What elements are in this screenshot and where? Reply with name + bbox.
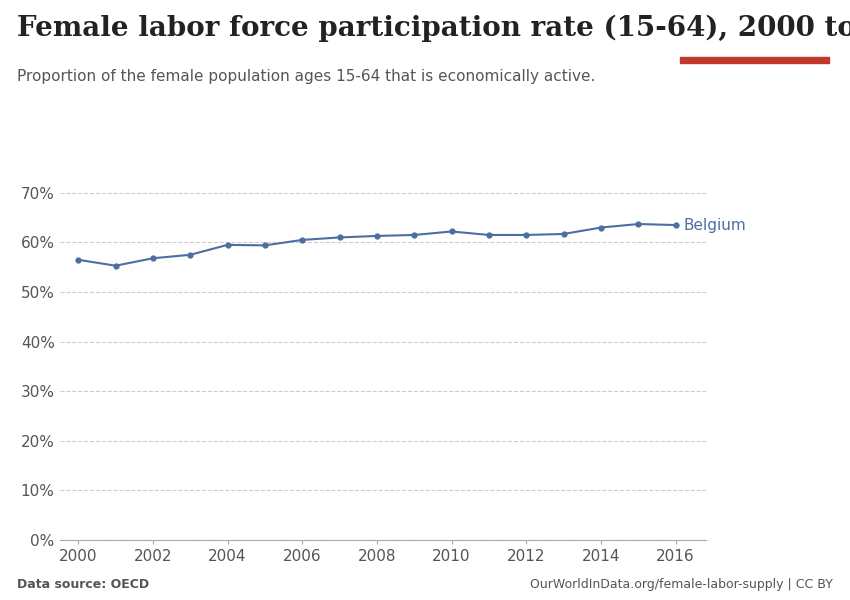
Text: in Data: in Data xyxy=(730,34,779,47)
Text: OurWorldInData.org/female-labor-supply | CC BY: OurWorldInData.org/female-labor-supply |… xyxy=(530,578,833,591)
Text: Our World: Our World xyxy=(721,19,788,32)
Text: Female labor force participation rate (15-64), 2000 to 2016: Female labor force participation rate (1… xyxy=(17,15,850,43)
Text: Proportion of the female population ages 15-64 that is economically active.: Proportion of the female population ages… xyxy=(17,69,595,84)
Text: Data source: OECD: Data source: OECD xyxy=(17,578,149,591)
Text: Belgium: Belgium xyxy=(683,218,745,233)
Bar xyxy=(680,56,829,63)
